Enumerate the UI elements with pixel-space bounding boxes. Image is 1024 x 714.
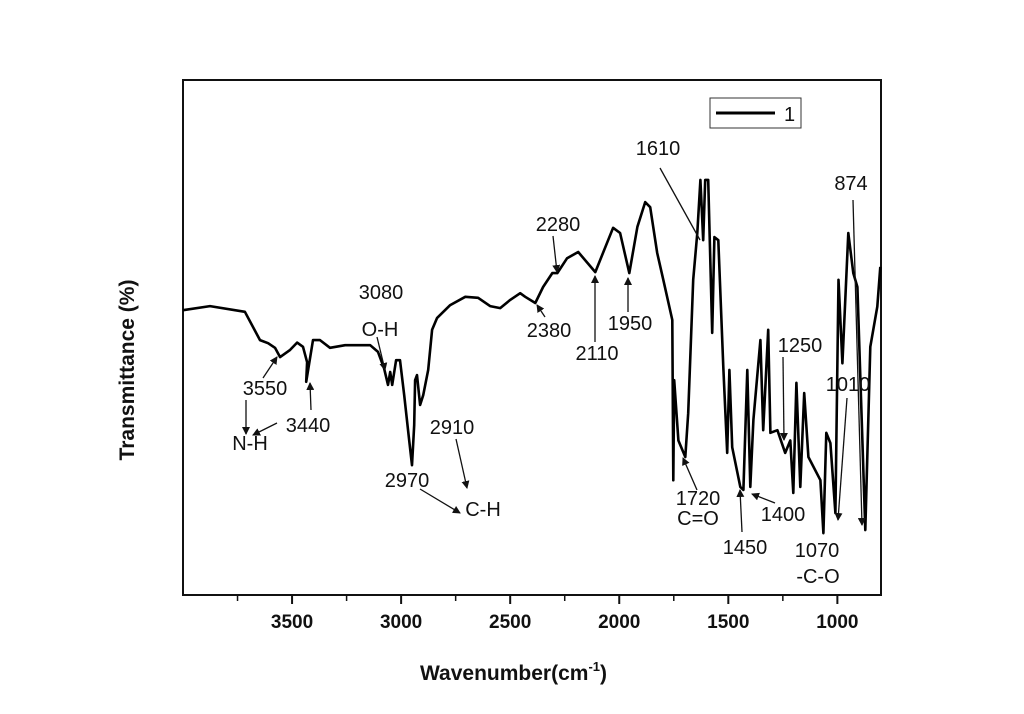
series-group [182,178,882,535]
annotation-label: O-H [362,319,399,341]
annotation-label: 1950 [608,313,653,335]
annotation-arrow [751,492,776,504]
annotation-label: 1400 [761,504,806,526]
annotation-label: 3550 [243,378,288,400]
annotation-label: N-H [232,433,268,455]
annotation-label: 3440 [286,415,331,437]
series-line-1 [182,178,882,535]
plot-frame [182,79,882,596]
annotation-label: C=O [677,508,719,530]
annotation-arrow [262,356,278,379]
annotation-arrow [736,489,745,533]
annotation-arrow [455,438,470,489]
annotation-label: 1610 [636,138,681,160]
x-tick-label: 2500 [489,612,531,633]
annotation-label: 3080 [359,282,404,304]
annotation-arrow [852,199,866,526]
x-tick-label: 3000 [380,612,422,633]
annotation-label: 2380 [527,320,572,342]
annotation-arrow [779,356,788,441]
x-axis-ticks: 3500 3000 2500 2000 1500 1000 [236,595,859,633]
annotation-label: 1010 [826,374,871,396]
annotation-label: -C-O [796,566,839,588]
x-tick-label: 1000 [816,612,858,633]
annotation-label: 1250 [778,335,823,357]
x-tick-label: 3500 [271,612,313,633]
annotation-arrow [376,336,388,371]
legend: 1 [709,97,802,129]
annotation-label: C-H [465,499,501,521]
annotation-arrow [682,457,698,491]
annotation-arrow [834,397,848,521]
annotation-arrow [419,488,461,514]
annotation-arrow [552,235,561,273]
annotation-label: 1720 [676,488,721,510]
annotation-arrow [306,382,315,411]
annotation-label: 2910 [430,417,475,439]
legend-label-1: 1 [784,104,795,126]
annotation-label: 1070 [795,540,840,562]
annotation-arrow [252,422,278,436]
annotation-arrow [659,167,701,241]
x-tick-label: 2000 [598,612,640,633]
annotation-label: 2110 [575,343,618,365]
x-axis-title: Wavenumber(cm-1) [420,659,607,685]
annotation-label: 2970 [385,470,430,492]
annotation-label: 874 [834,173,867,195]
annotation-label: 2280 [536,214,581,236]
annotations-group: 3550 N-H 3440 3080 O-H 2970 C-H 2910 2280 2380211… [232,138,870,588]
y-axis-title: Transmittance (%) [116,280,139,461]
annotation-label: 1450 [723,537,768,559]
x-tick-label: 1500 [707,612,749,633]
annotation-arrow [536,304,546,318]
